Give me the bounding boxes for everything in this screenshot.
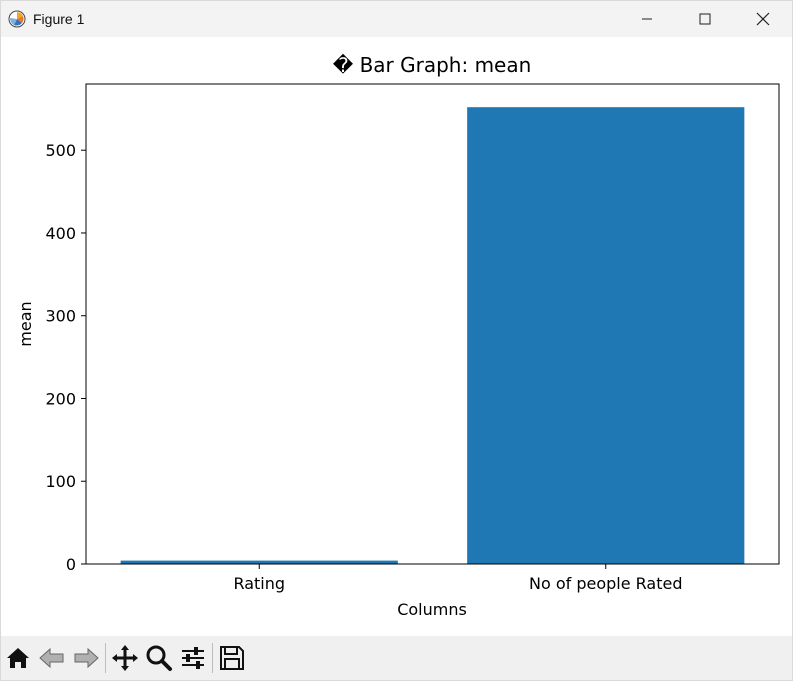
zoom-icon <box>146 645 172 671</box>
save-button[interactable] <box>215 640 249 676</box>
pan-icon <box>112 645 138 671</box>
matplotlib-logo-icon <box>7 9 27 29</box>
x-tick-label: No of people Rated <box>529 574 683 593</box>
axes-frame <box>85 83 780 565</box>
minimize-icon <box>642 18 652 20</box>
configure-subplots-icon <box>182 647 204 669</box>
home-icon <box>7 648 29 668</box>
close-button[interactable] <box>734 1 792 37</box>
pan-button[interactable] <box>108 640 142 676</box>
toolbar-separator <box>212 643 213 673</box>
title-bar: Figure 1 <box>1 1 792 37</box>
back-button[interactable] <box>35 640 69 676</box>
window-title: Figure 1 <box>33 11 85 27</box>
y-tick-label: 300 <box>45 307 76 326</box>
back-arrow-icon <box>39 647 64 669</box>
x-axis-label: Columns <box>397 600 467 619</box>
y-tick-label: 100 <box>45 472 76 491</box>
y-axis-label: mean <box>16 301 35 346</box>
y-tick-label: 500 <box>45 141 76 160</box>
save-icon <box>220 646 244 670</box>
close-icon <box>756 12 770 26</box>
plot-area: Rating No of people Rated 0 100 200 300 400 500 <box>45 107 745 593</box>
x-tick-label: Rating <box>233 574 285 593</box>
y-tick-label: 400 <box>45 224 76 243</box>
bar <box>467 107 745 564</box>
maximize-icon <box>699 13 711 25</box>
minimize-button[interactable] <box>618 1 676 37</box>
bar <box>120 560 398 564</box>
y-tick-label: 200 <box>45 389 76 408</box>
navigation-toolbar <box>1 636 792 680</box>
y-tick-label: 0 <box>66 555 76 574</box>
zoom-button[interactable] <box>142 640 176 676</box>
home-button[interactable] <box>1 640 35 676</box>
chart-title: � Bar Graph: mean <box>333 53 532 77</box>
forward-button[interactable] <box>69 640 103 676</box>
window-controls <box>618 1 792 37</box>
bar-chart: � Bar Graph: mean Rating No of people Rat… <box>16 53 780 619</box>
forward-arrow-icon <box>74 647 99 669</box>
toolbar-separator <box>105 643 106 673</box>
figure-canvas: � Bar Graph: mean Rating No of people Rat… <box>1 37 792 637</box>
maximize-button[interactable] <box>676 1 734 37</box>
configure-subplots-button[interactable] <box>176 640 210 676</box>
